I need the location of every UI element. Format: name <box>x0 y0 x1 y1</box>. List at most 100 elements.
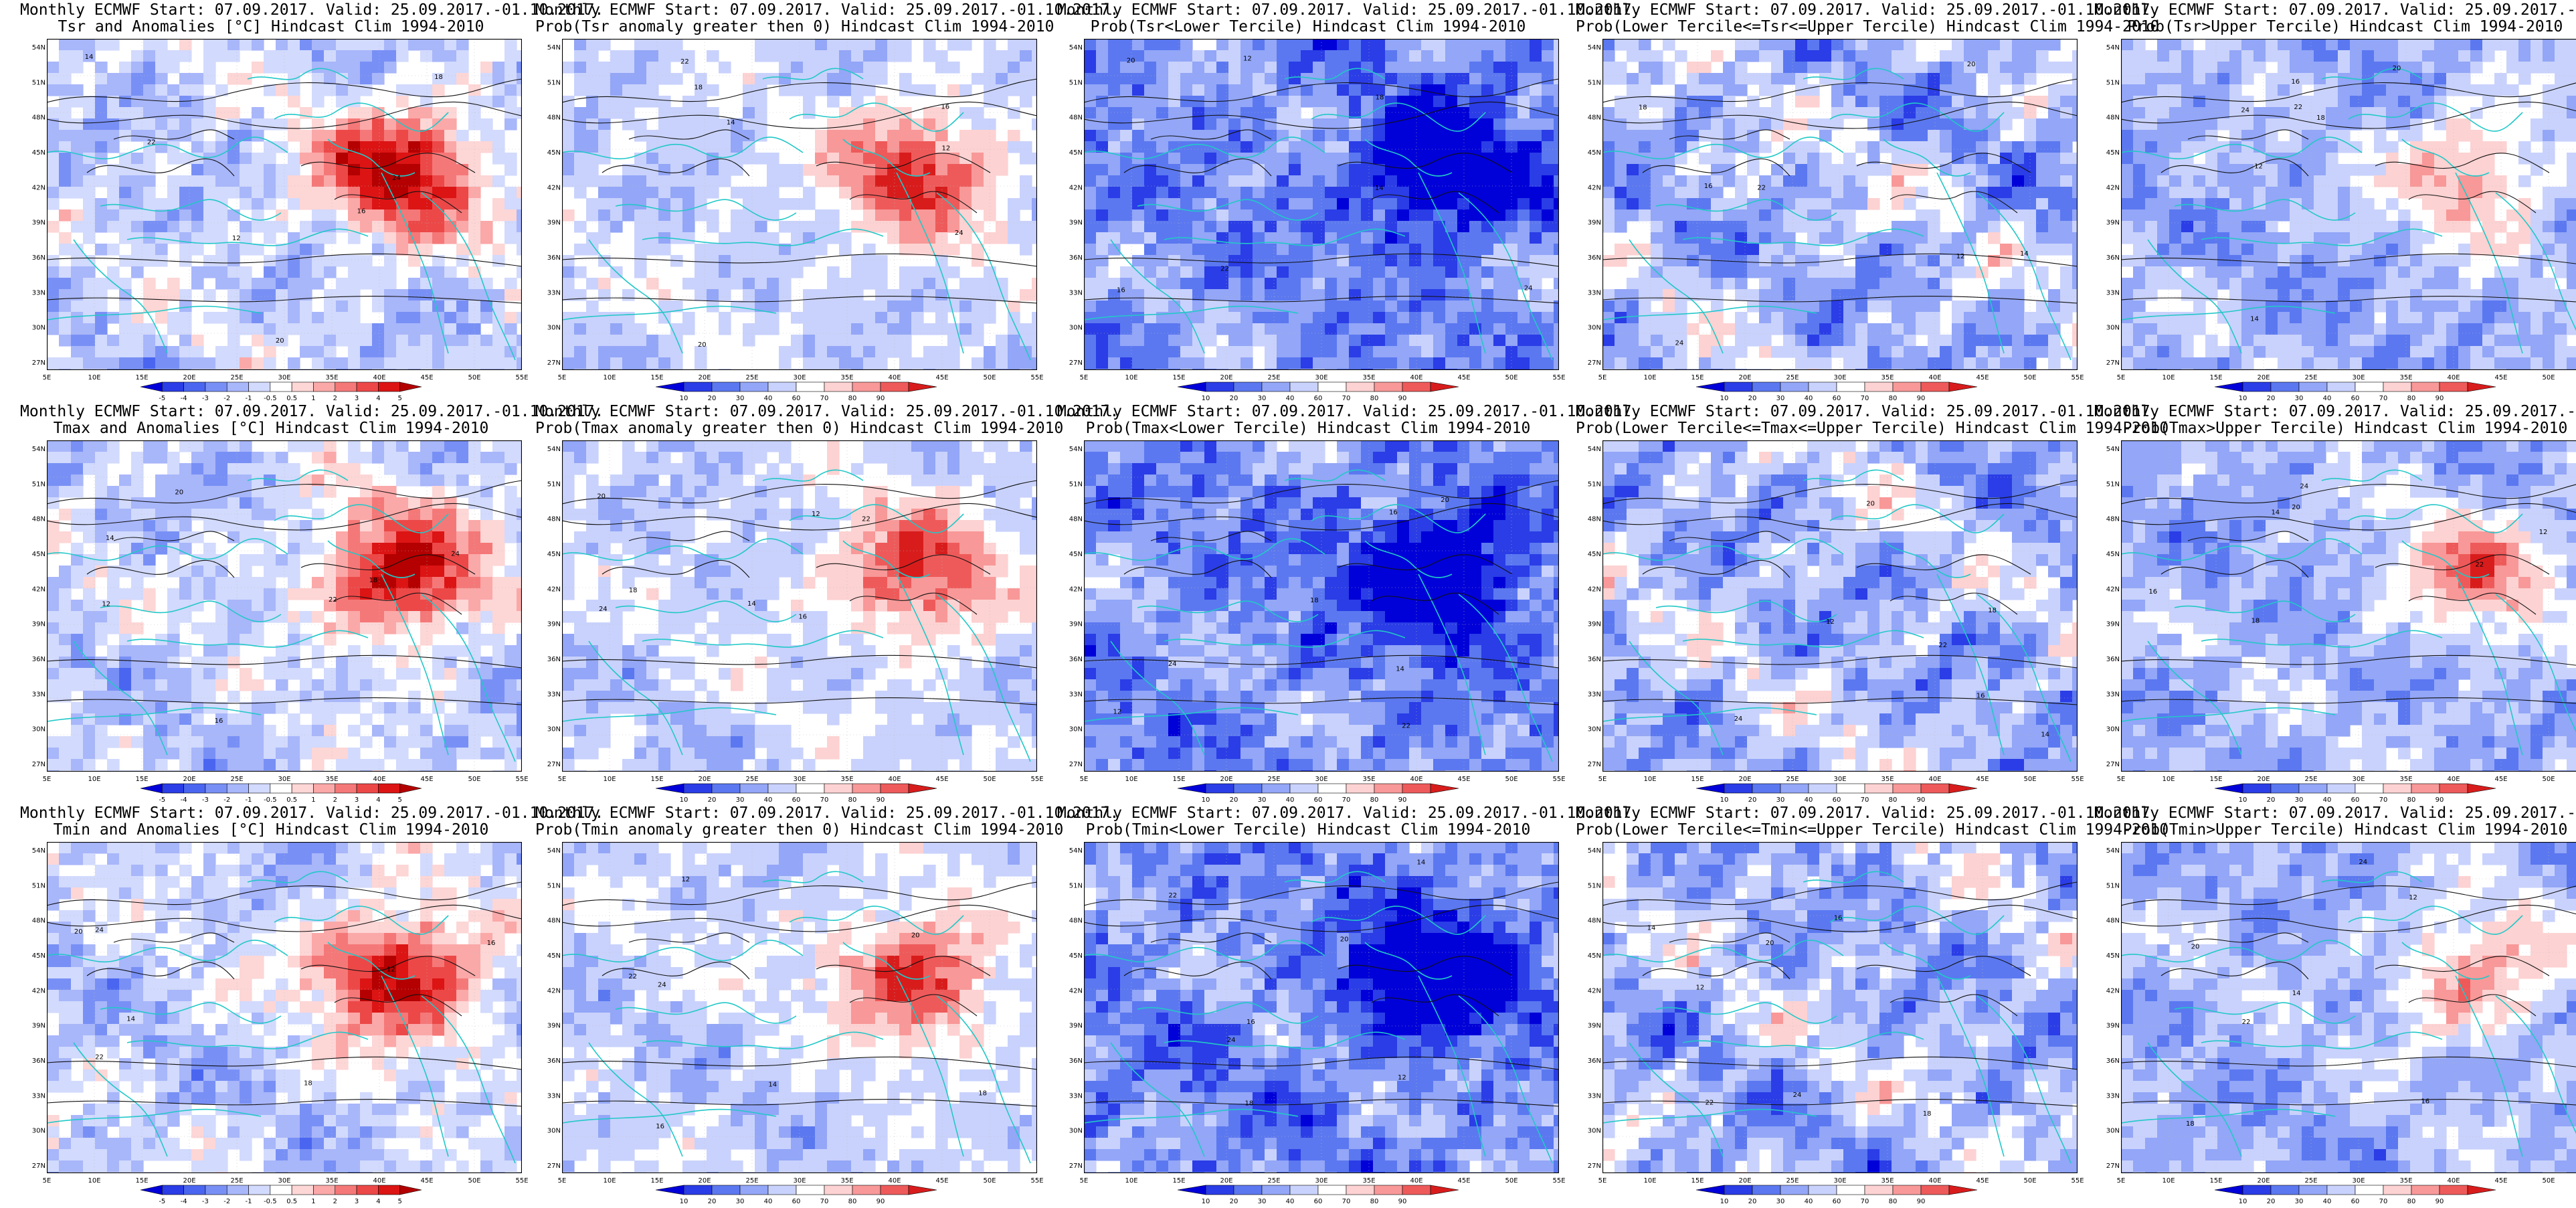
contour-label: 24 <box>1227 1037 1236 1044</box>
colorbar-label: 2 <box>333 1198 337 1205</box>
colorbar-box <box>184 382 205 392</box>
colorbar-box <box>378 784 399 793</box>
lon-label: 50E <box>2542 374 2555 381</box>
lon-label: 5E <box>43 374 52 381</box>
colorbar-box <box>1724 1185 1752 1195</box>
colorbar-label: 5 <box>398 1198 402 1205</box>
contour-label: 14 <box>747 600 756 608</box>
colorbar-label: 10 <box>1720 1198 1729 1205</box>
contour-label: 24 <box>451 551 460 558</box>
contour-label: 16 <box>656 1123 664 1130</box>
colorbar-box <box>881 382 909 392</box>
lon-label: 10E <box>603 374 616 381</box>
lon-label: 50E <box>983 1177 996 1185</box>
lat-label: 54N <box>1588 446 1601 453</box>
contour-label: 22 <box>147 139 156 147</box>
colorbar-arrow-right <box>400 784 422 793</box>
colorbar-box <box>1206 1185 1234 1195</box>
contour-label: 16 <box>215 717 223 725</box>
colorbar-label: 4 <box>376 1198 380 1205</box>
contour-label: 12 <box>681 876 690 883</box>
lon-label: 55E <box>1030 374 1043 381</box>
lat-label: 51N <box>1588 882 1601 889</box>
lon-label: 50E <box>1505 1177 1517 1185</box>
lat-label: 30N <box>1069 726 1083 734</box>
lat-label: 33N <box>547 1092 561 1100</box>
colorbar-box <box>2271 1185 2299 1195</box>
colorbar-arrow-right <box>2468 784 2496 793</box>
lat-label: 36N <box>2106 1057 2120 1065</box>
lat-label: 54N <box>547 847 561 855</box>
map-panel: Monthly ECMWF Start: 07.09.2017. Valid: … <box>535 0 1037 395</box>
colorbar-label: -3 <box>202 1198 209 1205</box>
colorbar-box <box>1893 382 1921 392</box>
colorbar-label: 20 <box>1230 1198 1238 1205</box>
colorbar-arrow-left <box>1696 1185 1724 1195</box>
colorbar-box <box>1809 382 1837 392</box>
map-panel: Monthly ECMWF Start: 07.09.2017. Valid: … <box>2094 803 2576 1198</box>
lon-label: 10E <box>1125 374 1137 381</box>
lon-label: 5E <box>558 776 567 783</box>
lat-label: 45N <box>1588 149 1601 157</box>
colorbar-box <box>1402 784 1431 793</box>
lon-label: 50E <box>983 374 996 381</box>
colorbar-arrow-left <box>656 784 684 793</box>
lat-label: 27N <box>32 761 45 768</box>
colorbar-arrow-left <box>1178 382 1206 392</box>
lat-label: 30N <box>32 325 45 332</box>
colorbar-box <box>2243 1185 2271 1195</box>
colorbar-box <box>1780 1185 1809 1195</box>
lat-label: 51N <box>2106 882 2120 889</box>
colorbar-box <box>2440 784 2468 793</box>
colorbar-box <box>740 1185 768 1195</box>
lon-label: 10E <box>603 1177 616 1185</box>
contour-label: 16 <box>1247 1019 1255 1026</box>
contour-label: 20 <box>1866 501 1875 508</box>
colorbar-box <box>1374 382 1402 392</box>
colorbar-box <box>249 382 270 392</box>
lat-label: 27N <box>1588 359 1601 367</box>
colorbar-box <box>1290 784 1318 793</box>
colorbar-box <box>249 1185 270 1195</box>
colorbar-arrow-right <box>1949 784 1977 793</box>
lat-label: 48N <box>1069 516 1083 523</box>
panel-title-line1: Monthly ECMWF Start: 07.09.2017. Valid: … <box>535 1 1037 19</box>
colorbar-box <box>292 382 313 392</box>
colorbar-box <box>205 382 227 392</box>
panel-title-line2: Prob(Tmin anomaly greater then 0) Hindca… <box>535 821 1037 839</box>
lat-label: 45N <box>1069 149 1083 157</box>
lon-label: 5E <box>1080 1177 1089 1185</box>
colorbar-box <box>378 382 399 392</box>
colorbar-box <box>2327 1185 2355 1195</box>
contour-label: 14 <box>106 535 114 542</box>
contour-label: 16 <box>2148 588 2157 596</box>
lat-label: 51N <box>32 79 45 86</box>
contour-label: 22 <box>1168 892 1177 899</box>
lat-label: 30N <box>1588 726 1601 734</box>
colorbar-box <box>881 1185 909 1195</box>
contour-label: 20 <box>2393 65 2401 72</box>
panel-title-line1: Monthly ECMWF Start: 07.09.2017. Valid: … <box>2094 804 2576 823</box>
colorbar-arrow-right <box>2468 382 2496 392</box>
contour-label: 18 <box>1376 94 1384 102</box>
colorbar-arrow-right <box>909 1185 937 1195</box>
lat-label: 30N <box>2106 1128 2120 1135</box>
colorbar-box <box>2299 1185 2327 1195</box>
contour-label: 12 <box>2254 163 2263 171</box>
contour-label: 12 <box>1113 709 1122 716</box>
contour-label: 22 <box>1402 723 1410 730</box>
lon-label: 5E <box>43 776 52 783</box>
colorbar-box <box>824 784 852 793</box>
lon-label: 55E <box>1030 1177 1043 1185</box>
colorbar-label: 60 <box>2351 1198 2360 1205</box>
lon-label: 55E <box>515 1177 528 1185</box>
colorbar-label: -5 <box>159 1198 165 1205</box>
map-panel: Monthly ECMWF Start: 07.09.2017. Valid: … <box>1576 803 2078 1198</box>
lat-label: 33N <box>2106 1092 2120 1100</box>
colorbar-arrow-right <box>909 382 937 392</box>
colorbar-box <box>1865 784 1893 793</box>
lat-label: 48N <box>1588 516 1601 523</box>
lat-label: 33N <box>1069 289 1083 296</box>
